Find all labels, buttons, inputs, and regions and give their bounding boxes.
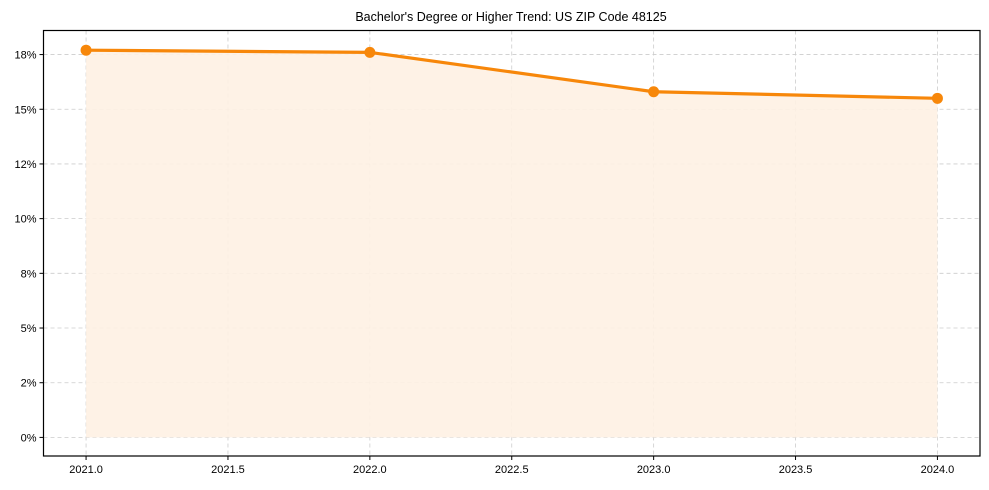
x-tick-label: 2024.0 bbox=[921, 464, 955, 476]
y-tick-label: 5% bbox=[21, 323, 37, 335]
plot-area bbox=[42, 29, 981, 457]
x-tick-label: 2022.0 bbox=[353, 464, 387, 476]
chart-title: Bachelor's Degree or Higher Trend: US ZI… bbox=[355, 10, 666, 24]
x-axis: 2021.0 2021.5 2022.0 2022.5 2023.0 2023.5 2024… bbox=[69, 456, 954, 476]
data-point-marker bbox=[80, 44, 92, 56]
y-axis: 0% 2% 5% 8% 10% 12% 15% 18% bbox=[14, 50, 44, 444]
y-tick-label: 18% bbox=[14, 50, 36, 62]
data-point-marker bbox=[648, 86, 660, 98]
series-line bbox=[86, 48, 938, 100]
data-point-marker bbox=[931, 92, 943, 104]
area-fill bbox=[86, 50, 938, 438]
y-tick-label: 10% bbox=[14, 214, 36, 226]
y-tick-label: 15% bbox=[14, 104, 36, 116]
y-tick-label: 0% bbox=[21, 432, 37, 444]
x-tick-label: 2021.0 bbox=[69, 464, 103, 476]
x-tick-label: 2023.0 bbox=[637, 464, 671, 476]
y-tick-label: 2% bbox=[21, 378, 37, 390]
x-tick-label: 2023.5 bbox=[779, 464, 813, 476]
y-tick-label: 8% bbox=[21, 268, 37, 280]
data-markers bbox=[80, 44, 943, 104]
data-point-marker bbox=[364, 46, 376, 58]
y-tick-label: 12% bbox=[14, 159, 36, 171]
x-tick-label: 2022.5 bbox=[495, 464, 529, 476]
x-tick-label: 2021.5 bbox=[211, 464, 245, 476]
